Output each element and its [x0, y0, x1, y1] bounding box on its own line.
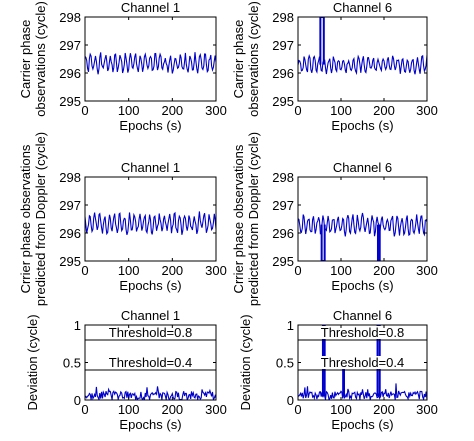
x-tick-label: 0	[81, 402, 88, 417]
plot-frame	[297, 16, 428, 102]
plot-frame	[297, 176, 428, 262]
x-tick-label: 0	[294, 263, 301, 278]
data-group	[298, 17, 427, 76]
data-line-series-1	[85, 386, 216, 400]
y-tick-label: 298	[272, 170, 294, 185]
x-tick-label: 200	[161, 103, 183, 118]
threshold-label-bg	[318, 356, 407, 369]
y-tick-label: 297	[59, 38, 81, 53]
x-tick-label: 300	[205, 263, 227, 278]
x-tick-label: 0	[81, 263, 88, 278]
x-tick-label: 300	[205, 402, 227, 417]
x-tick-label: 100	[118, 263, 140, 278]
data-line-series-1	[85, 211, 216, 236]
x-axis-label: Epochs (s)	[119, 417, 181, 432]
data-line-series-1	[298, 53, 427, 76]
threshold-label-2: Threshold=0.4	[109, 355, 192, 370]
data-line-series-1	[298, 212, 427, 237]
y-tick-label: 295	[59, 254, 81, 269]
y-tick-label: 1	[287, 318, 294, 333]
threshold-label-bg	[318, 326, 407, 339]
y-tick-label: 297	[59, 198, 81, 213]
y-axis-label-line-1: Crrier phase observations	[231, 144, 246, 293]
y-tick-label: 296	[272, 226, 294, 241]
chart-panel-6: Threshold=0.8 Threshold=0.4 0 100 200 300 0 0.5…	[238, 308, 438, 432]
y-tick-label: 297	[272, 38, 294, 53]
y-tick-label: 1	[74, 318, 81, 333]
x-axis-label: Epochs (s)	[331, 118, 393, 133]
x-tick-label: 0	[294, 402, 301, 417]
threshold-label-1: Threshold=0.8	[321, 325, 404, 340]
y-tick-label: 0	[287, 393, 294, 408]
y-tick-label: 295	[59, 94, 81, 109]
x-tick-label: 0	[294, 103, 301, 118]
y-tick-label: 296	[272, 66, 294, 81]
y-tick-label: 298	[59, 170, 81, 185]
x-tick-label: 100	[330, 263, 352, 278]
threshold-label-1: Threshold=0.8	[109, 325, 192, 340]
y-axis-label-line-1: Carrier phase	[231, 20, 246, 99]
x-tick-label: 100	[330, 402, 352, 417]
x-axis-label: Epochs (s)	[331, 278, 393, 293]
x-tick-label: 300	[416, 103, 438, 118]
chart-panel-4: 0 100 200 300 295 296 297 298 Channel 6 Epochs (s…	[231, 132, 438, 306]
chart-title: Channel 1	[121, 0, 180, 15]
y-tick-label: 297	[272, 198, 294, 213]
chart-title: Channel 6	[333, 308, 392, 323]
y-tick-label: 0.5	[63, 356, 81, 371]
x-tick-label: 100	[118, 103, 140, 118]
threshold-label-bg	[106, 326, 195, 339]
y-axis-label-line-2: observations (cycle)	[246, 1, 261, 117]
y-tick-label: 295	[272, 94, 294, 109]
data-group	[85, 52, 216, 75]
threshold-label-bg	[106, 356, 195, 369]
chart-panel-1: 0 100 200 300 295 296 297 298 Channel 1 Epochs (s…	[18, 0, 227, 133]
data-group	[85, 211, 216, 236]
y-axis-label-line-2: observations (cycle)	[33, 1, 48, 117]
chart-title: Channel 6	[333, 160, 392, 175]
threshold-label-2: Threshold=0.4	[321, 355, 404, 370]
x-tick-label: 200	[161, 263, 183, 278]
data-line-series-1	[85, 52, 216, 75]
chart-title: Channel 1	[121, 160, 180, 175]
x-tick-label: 100	[330, 103, 352, 118]
chart-title: Channel 6	[333, 0, 392, 15]
x-axis-label: Epochs (s)	[331, 417, 393, 432]
y-tick-label: 296	[59, 226, 81, 241]
y-tick-label: 296	[59, 66, 81, 81]
y-axis-label-line-1: Carrier phase	[18, 20, 33, 99]
data-group	[298, 212, 427, 261]
y-axis-label-line-1: Deviation (cycle)	[25, 314, 40, 410]
chart-panel-5: Threshold=0.8 Threshold=0.4 0 100 200 300 0 0.5…	[25, 308, 227, 432]
y-tick-label: 298	[272, 10, 294, 25]
x-tick-label: 100	[118, 402, 140, 417]
x-tick-label: 200	[373, 402, 395, 417]
x-tick-label: 200	[373, 263, 395, 278]
x-tick-label: 200	[373, 103, 395, 118]
y-tick-label: 295	[272, 254, 294, 269]
y-tick-label: 298	[59, 10, 81, 25]
x-tick-label: 200	[161, 402, 183, 417]
chart-panel-2: 0 100 200 300 295 296 297 298 Channel 6 Epochs (s…	[231, 0, 438, 133]
y-tick-label: 0	[74, 393, 81, 408]
chart-title: Channel 1	[121, 308, 180, 323]
data-group	[85, 386, 216, 400]
plot-frame	[84, 176, 217, 262]
chart-panel-3: 0 100 200 300 295 296 297 298 Channel 1 Epochs (s…	[18, 132, 227, 306]
y-axis-label-line-1: Crrier phase observations	[18, 144, 33, 293]
x-axis-label: Epochs (s)	[119, 278, 181, 293]
x-tick-label: 300	[416, 263, 438, 278]
x-tick-label: 300	[416, 402, 438, 417]
x-tick-label: 0	[81, 103, 88, 118]
y-tick-label: 0.5	[276, 356, 294, 371]
y-axis-label-line-1: Deviation (cycle)	[238, 314, 253, 410]
x-tick-label: 300	[205, 103, 227, 118]
y-axis-label-line-2: predicted from Doppler (cycle)	[246, 132, 261, 306]
y-axis-label-line-2: predicted from Doppler (cycle)	[33, 132, 48, 306]
plot-frame	[84, 16, 217, 102]
data-line-series-1	[298, 383, 427, 400]
x-axis-label: Epochs (s)	[119, 118, 181, 133]
